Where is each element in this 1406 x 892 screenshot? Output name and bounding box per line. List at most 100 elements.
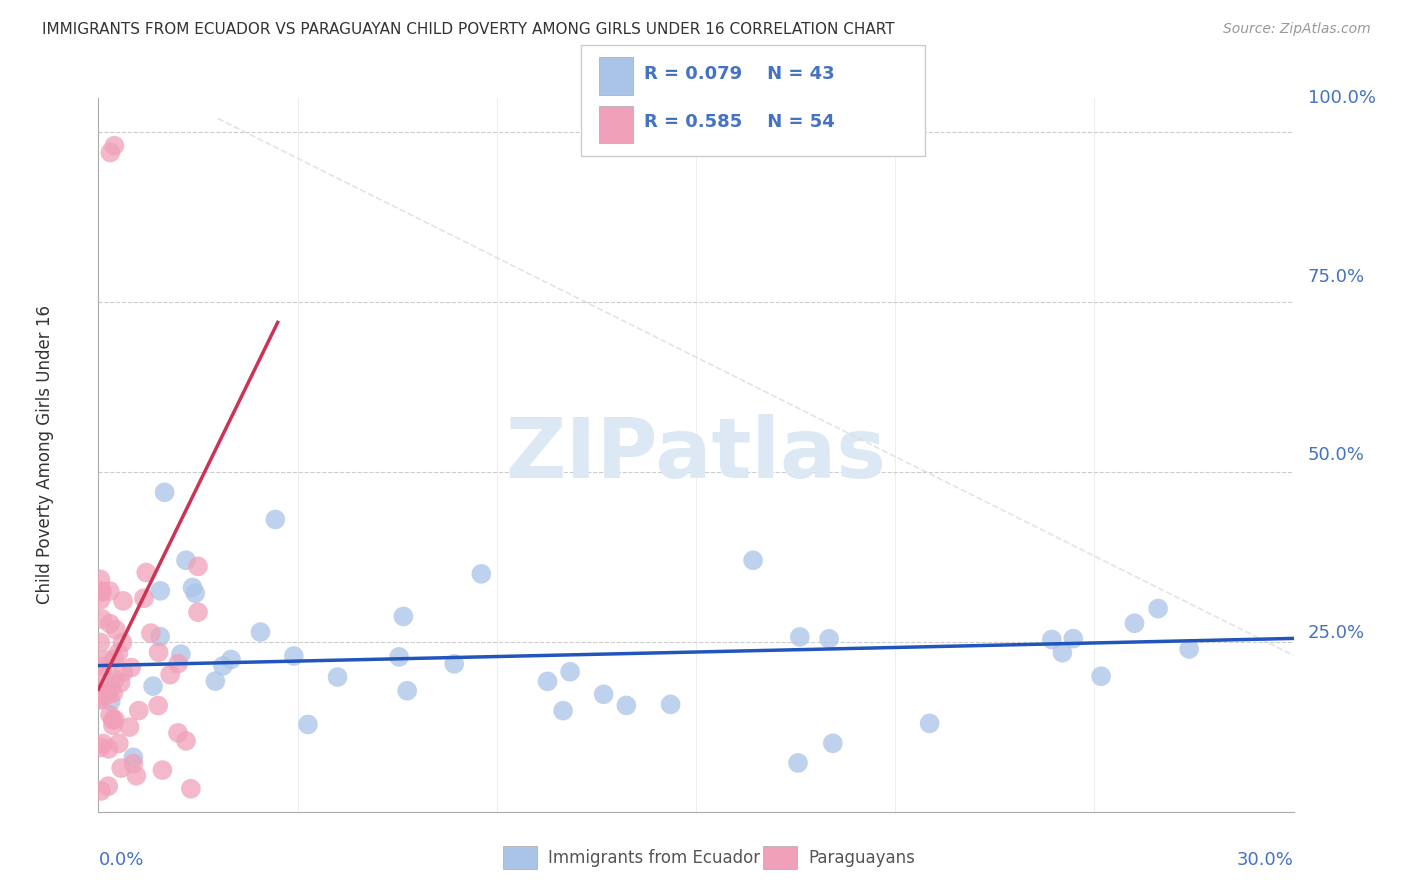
Point (470, 566, 492, 581)
Point (103, 652, 125, 666)
Point (98, 584, 121, 599)
Point (153, 485, 176, 500)
Point (89, 740, 111, 755)
Text: 0.0%: 0.0% (98, 851, 143, 869)
Point (122, 750, 145, 764)
Point (659, 698, 682, 712)
Point (180, 781, 202, 796)
Point (204, 674, 226, 689)
Point (443, 657, 465, 671)
Point (101, 713, 124, 727)
Point (104, 623, 127, 637)
Point (614, 698, 637, 713)
Point (97, 688, 120, 702)
Text: Paraguayans: Paraguayans (808, 849, 915, 867)
Point (90, 584, 112, 599)
Point (148, 645, 170, 659)
Point (1040, 632, 1063, 647)
Point (149, 583, 172, 598)
Point (149, 630, 172, 644)
Point (112, 665, 135, 680)
Point (789, 630, 811, 644)
Point (98, 708, 121, 723)
Point (249, 625, 271, 640)
Point (100, 681, 122, 695)
Point (1123, 616, 1146, 631)
Point (219, 652, 242, 666)
Text: 25.0%: 25.0% (1308, 624, 1365, 642)
Point (551, 704, 574, 718)
Point (187, 559, 209, 574)
Point (1178, 642, 1201, 657)
Point (142, 679, 165, 693)
Point (388, 649, 411, 664)
Point (91, 737, 114, 751)
Point (1052, 646, 1074, 660)
Text: ZIPatlas: ZIPatlas (506, 415, 886, 495)
Point (818, 632, 841, 646)
Text: 50.0%: 50.0% (1308, 446, 1365, 464)
Point (396, 683, 419, 698)
Point (122, 756, 145, 771)
Point (297, 717, 319, 731)
Point (110, 676, 132, 690)
Point (326, 670, 349, 684)
Point (89, 573, 111, 587)
Text: R = 0.585    N = 54: R = 0.585 N = 54 (644, 113, 835, 131)
Point (167, 657, 190, 671)
Point (125, 769, 148, 783)
Point (104, 672, 127, 686)
Point (174, 553, 197, 567)
Point (110, 761, 132, 775)
Point (100, 694, 122, 708)
Point (592, 687, 614, 701)
Point (104, 713, 127, 727)
Point (103, 138, 125, 153)
Point (821, 736, 844, 750)
Point (918, 716, 941, 731)
Point (97, 779, 120, 793)
Point (90, 784, 112, 798)
Text: 75.0%: 75.0% (1308, 268, 1365, 285)
Point (118, 720, 141, 734)
Point (91, 659, 114, 673)
Point (98, 616, 121, 631)
Point (1062, 632, 1084, 646)
Point (89, 635, 111, 649)
Point (101, 718, 124, 732)
Point (558, 665, 581, 679)
Text: IMMIGRANTS FROM ECUADOR VS PARAGUAYAN CHILD POVERTY AMONG GIRLS UNDER 16 CORRELA: IMMIGRANTS FROM ECUADOR VS PARAGUAYAN CH… (42, 22, 894, 37)
Point (89, 693, 111, 707)
Text: Child Poverty Among Girls Under 16: Child Poverty Among Girls Under 16 (35, 305, 53, 605)
Point (264, 512, 287, 526)
Point (536, 674, 558, 689)
Point (91, 584, 114, 599)
Point (135, 566, 157, 580)
Text: 30.0%: 30.0% (1237, 851, 1294, 869)
Point (128, 704, 150, 718)
Point (139, 626, 162, 640)
Point (97, 741, 120, 756)
Point (212, 659, 235, 673)
Point (148, 698, 170, 713)
Point (94, 684, 117, 698)
Point (93, 671, 115, 685)
Point (132, 591, 155, 606)
Point (181, 581, 204, 595)
Point (184, 586, 207, 600)
Point (89, 592, 111, 607)
Point (98, 145, 122, 160)
Text: 100.0%: 100.0% (1308, 89, 1376, 107)
Point (107, 646, 129, 660)
Point (1090, 669, 1112, 683)
Point (392, 609, 415, 624)
Point (111, 594, 134, 608)
Point (89, 691, 111, 706)
Point (742, 553, 765, 567)
Point (108, 736, 131, 750)
Point (787, 756, 810, 770)
Point (94, 653, 117, 667)
Point (187, 605, 209, 619)
Point (1147, 601, 1170, 615)
Point (111, 635, 134, 649)
